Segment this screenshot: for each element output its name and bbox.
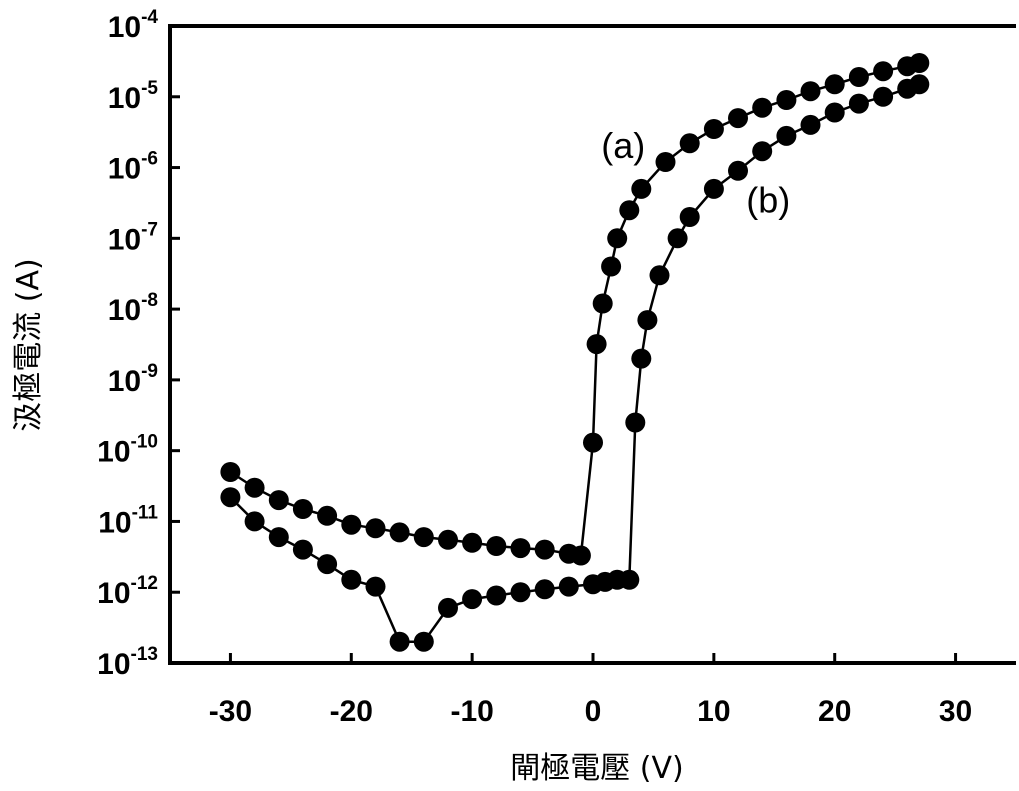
data-point <box>365 576 386 597</box>
data-point <box>592 293 613 314</box>
y-tick-label: 10-5 <box>108 78 159 115</box>
data-point <box>583 432 603 453</box>
data-point <box>341 514 362 535</box>
data-point <box>619 569 640 590</box>
data-point <box>800 114 821 135</box>
data-point <box>438 597 458 618</box>
series-b <box>220 74 930 652</box>
data-point <box>728 108 748 129</box>
data-point <box>776 90 797 110</box>
annotation-layer: (a) (b) <box>601 125 790 220</box>
data-point <box>655 152 676 172</box>
data-point <box>703 178 724 199</box>
series-annotation: (b) <box>746 180 790 221</box>
y-axis-label: 汲極電流 (A) <box>11 258 46 431</box>
y-tick-label: 10-6 <box>108 149 158 186</box>
x-tick-label: 10 <box>697 695 730 728</box>
data-point <box>510 582 531 603</box>
data-point <box>244 477 265 498</box>
y-tick-label: 10-10 <box>97 432 158 469</box>
data-point <box>389 522 410 543</box>
data-point <box>619 200 640 221</box>
data-point <box>776 125 797 146</box>
data-point <box>824 74 845 95</box>
data-point <box>679 207 700 227</box>
data-point <box>752 97 773 118</box>
series-annotation: (a) <box>601 125 645 166</box>
data-point <box>268 527 289 548</box>
x-axis-label: 閘極電壓 (V) <box>510 751 683 786</box>
data-point <box>909 53 930 73</box>
x-tick-label: -10 <box>450 695 493 728</box>
data-point <box>486 585 507 606</box>
x-tick-label: -20 <box>330 695 373 728</box>
data-point <box>462 589 483 610</box>
data-point <box>631 348 652 369</box>
x-tick-label: 0 <box>585 695 602 728</box>
ticks-layer: -30 -20 -10 0 10 20 30 10-4 10-5 10-6 10-7 10-8 10-9… <box>97 7 972 728</box>
data-point <box>631 178 652 199</box>
data-point <box>570 545 591 566</box>
series-line <box>229 61 920 557</box>
series-layer <box>220 53 930 652</box>
data-point <box>848 93 869 114</box>
data-point <box>637 310 658 331</box>
y-tick-label: 10-13 <box>97 644 158 681</box>
data-point <box>244 511 265 532</box>
data-point <box>317 505 338 526</box>
data-point <box>558 576 579 597</box>
data-point <box>438 529 458 550</box>
data-point <box>365 518 386 539</box>
x-tick-label: -30 <box>209 695 252 728</box>
data-point <box>873 61 894 82</box>
data-point <box>800 81 821 102</box>
y-tick-label: 10-7 <box>108 219 158 256</box>
data-point <box>873 86 894 107</box>
x-tick-label: 30 <box>939 695 972 728</box>
data-point <box>534 579 555 600</box>
y-tick-label: 10-4 <box>108 7 159 44</box>
data-point <box>909 74 930 95</box>
data-point <box>667 228 688 249</box>
data-point <box>625 412 646 433</box>
data-point <box>413 631 434 652</box>
data-point <box>534 539 555 560</box>
data-point <box>268 490 289 511</box>
data-point <box>649 265 670 286</box>
data-point <box>292 499 313 519</box>
data-point <box>848 67 869 87</box>
data-point <box>413 527 434 548</box>
data-point <box>586 334 607 355</box>
y-tick-label: 10-12 <box>97 573 158 610</box>
data-point <box>486 536 507 556</box>
data-point <box>510 538 531 559</box>
x-tick-label: 20 <box>818 695 851 728</box>
data-point <box>389 631 410 652</box>
data-point <box>462 532 483 553</box>
data-point <box>679 133 700 154</box>
data-point <box>824 102 845 123</box>
data-point <box>220 487 241 508</box>
data-point <box>703 119 724 139</box>
data-point <box>601 256 622 277</box>
y-tick-label: 10-8 <box>108 290 158 327</box>
series-a <box>220 53 930 566</box>
data-point <box>728 160 748 181</box>
data-point <box>220 462 241 482</box>
data-point <box>607 228 628 249</box>
data-point <box>752 141 773 162</box>
data-point <box>317 554 338 575</box>
data-point <box>292 539 313 560</box>
data-point <box>341 569 362 590</box>
y-tick-label: 10-9 <box>108 361 158 398</box>
y-tick-label: 10-11 <box>98 502 158 539</box>
